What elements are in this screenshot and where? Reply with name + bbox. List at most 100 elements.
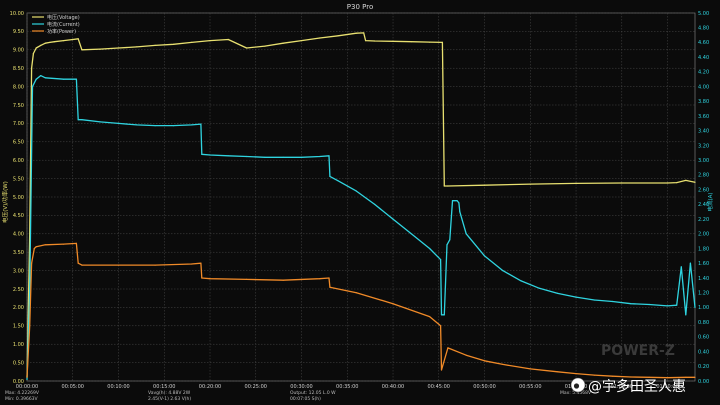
series-1-point: [458, 202, 460, 204]
series-line-2: [26, 242, 695, 379]
y-left-tick-label: 3.00: [13, 268, 24, 274]
footer-readout-line: Output: 12.05 L.0 W: [290, 390, 336, 396]
series-1-point: [264, 156, 266, 158]
series-1-point: [451, 200, 454, 202]
series-1-point: [227, 155, 229, 157]
legend-label: 电流(Current): [47, 21, 80, 28]
grid: [26, 12, 696, 382]
y-right-tick-label: 2.40: [698, 202, 709, 208]
series-1-point: [557, 292, 559, 294]
series-0-point: [694, 181, 696, 183]
legend: 电压(Voltage)电流(Current)功率(Power): [32, 14, 80, 35]
series-2-point: [328, 277, 330, 279]
series-2-point: [447, 347, 449, 349]
series-0-point: [246, 47, 248, 49]
series-0-point: [300, 40, 303, 42]
series-1-point: [154, 125, 156, 127]
series-1-point: [575, 296, 577, 298]
y-right-tick-label: 1.80: [698, 246, 709, 252]
series-0-point: [282, 42, 284, 44]
series-2-point: [154, 264, 156, 266]
y-left-tick-label: 0.00: [13, 379, 24, 385]
series-0-point: [53, 41, 56, 43]
series-1-point: [300, 156, 303, 158]
series-2-point: [44, 244, 46, 246]
x-tick-label: 00:05:00: [62, 384, 84, 390]
series-1-point: [483, 255, 486, 257]
series-0-point: [374, 40, 376, 42]
series-1-point: [355, 190, 357, 192]
series-2-point: [483, 360, 486, 362]
series-0-point: [172, 43, 174, 45]
series-0-point: [154, 44, 156, 47]
series-2-point: [191, 263, 193, 265]
x-tick-label: 00:10:00: [107, 384, 129, 390]
series-2-point: [502, 363, 504, 365]
y-right-tick-label: 1.00: [698, 305, 709, 311]
y-left-tick-label: 0.50: [13, 360, 24, 366]
series-2-point: [557, 371, 559, 373]
series-2-point: [75, 242, 77, 244]
y-right-tick-label: 4.60: [698, 40, 709, 46]
series-2-point: [429, 316, 431, 318]
y-left-tick-label: 2.50: [13, 287, 24, 293]
y-axis-right: 0.00 0.20 0.40 0.60 0.80 1.00 1.20 1.40 1.60 1.80…: [698, 11, 709, 385]
y-right-tick-label: 0.40: [698, 349, 709, 355]
series-1-point: [117, 122, 120, 124]
y-left-tick-label: 6.00: [13, 158, 24, 164]
series-2-point: [329, 286, 331, 288]
series-0-point: [117, 47, 120, 49]
series-2-point: [201, 277, 203, 279]
y-left-tick-label: 3.50: [13, 250, 24, 256]
series-1-point: [538, 287, 541, 289]
series-0-point: [441, 41, 443, 44]
series-2-point: [694, 376, 696, 378]
series-0-point: [337, 35, 339, 37]
series-1-point: [63, 78, 65, 80]
series-1-point: [440, 314, 443, 316]
series-1-point: [200, 123, 202, 125]
y-axis-left-label: 电压(V)/功率(W): [1, 181, 9, 223]
series-2-point: [666, 377, 669, 379]
footer-readout-line: Min: 0.39663V: [5, 396, 39, 402]
series-1-point: [201, 153, 203, 155]
series-2-point: [282, 279, 284, 281]
series-0-point: [40, 44, 42, 47]
x-tick-label: 00:55:00: [519, 384, 541, 390]
series-1-point: [612, 300, 614, 303]
series-0-point: [355, 32, 357, 34]
series-0-point: [319, 37, 321, 39]
x-tick-label: 00:40:00: [382, 384, 404, 390]
series-1-point: [694, 306, 696, 308]
watermark-text: POWER-Z: [601, 343, 675, 359]
series-0-point: [575, 182, 577, 184]
y-right-tick-label: 4.40: [698, 55, 709, 61]
series-1-point: [459, 211, 461, 213]
series-2-point: [117, 264, 120, 266]
series-1-point: [81, 119, 83, 121]
y-left-tick-label: 4.00: [13, 232, 24, 238]
series-1-point: [209, 154, 211, 156]
y-right-tick-label: 3.40: [698, 129, 709, 135]
weibo-credit-text: @宇多田圣人惠: [588, 378, 686, 395]
series-2-point: [575, 373, 577, 375]
series-0-point: [77, 38, 79, 40]
series-1-point: [282, 156, 284, 158]
series-1-point: [392, 218, 394, 220]
legend-label: 电压(Voltage): [47, 14, 80, 21]
y-left-tick-label: 9.50: [13, 29, 24, 35]
series-2-point: [440, 369, 443, 371]
series-1-point: [40, 75, 42, 77]
series-0-point: [392, 40, 394, 42]
y-right-tick-label: 4.00: [698, 84, 709, 90]
y-right-tick-label: 2.20: [698, 217, 709, 223]
series-0-point: [447, 185, 449, 187]
series-2-point: [593, 374, 595, 376]
series-0-point: [429, 41, 431, 43]
series-2-point: [63, 243, 65, 245]
series-1-point: [456, 200, 458, 202]
y-left-tick-label: 2.00: [13, 305, 24, 311]
series-1-point: [680, 266, 682, 268]
series-2-point: [440, 325, 442, 327]
